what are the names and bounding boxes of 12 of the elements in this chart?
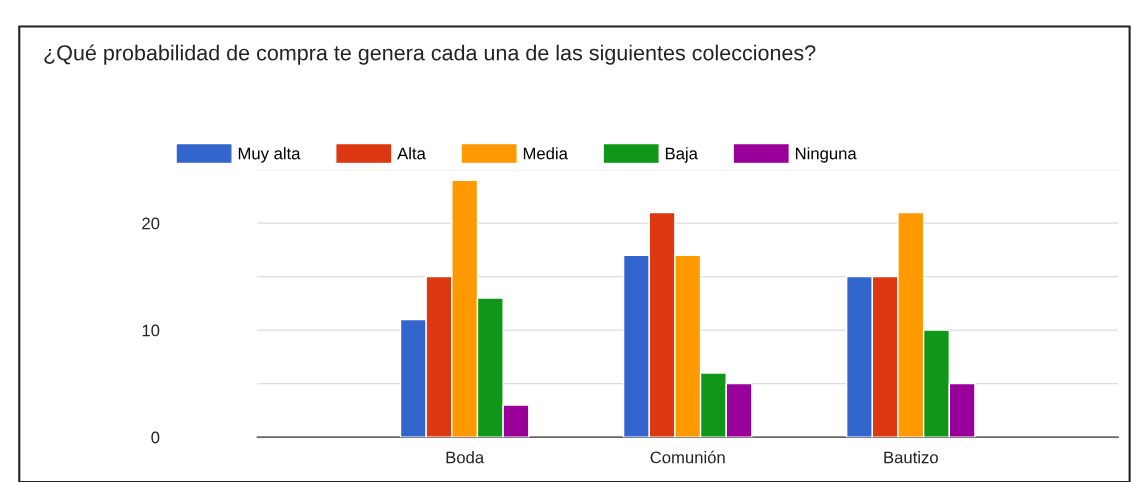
x-tick-label: Comunión — [650, 450, 725, 464]
y-tick-label: 10 — [142, 324, 160, 337]
chart-title: ¿Qué probabilidad de compra te genera cada una de las siguientes colecciones? — [44, 44, 816, 65]
legend-label: Alta — [397, 147, 426, 160]
x-tick-label: Boda — [446, 451, 485, 464]
x-tick-label: Bautizo — [884, 451, 938, 464]
legend-label: Media — [523, 147, 568, 160]
legend-label: Ninguna — [795, 147, 857, 163]
y-tick-label: 20 — [142, 217, 160, 230]
legend-label: Muy alta — [238, 147, 301, 163]
legend-label: Baja — [665, 147, 698, 163]
y-tick-label: 0 — [151, 431, 160, 444]
